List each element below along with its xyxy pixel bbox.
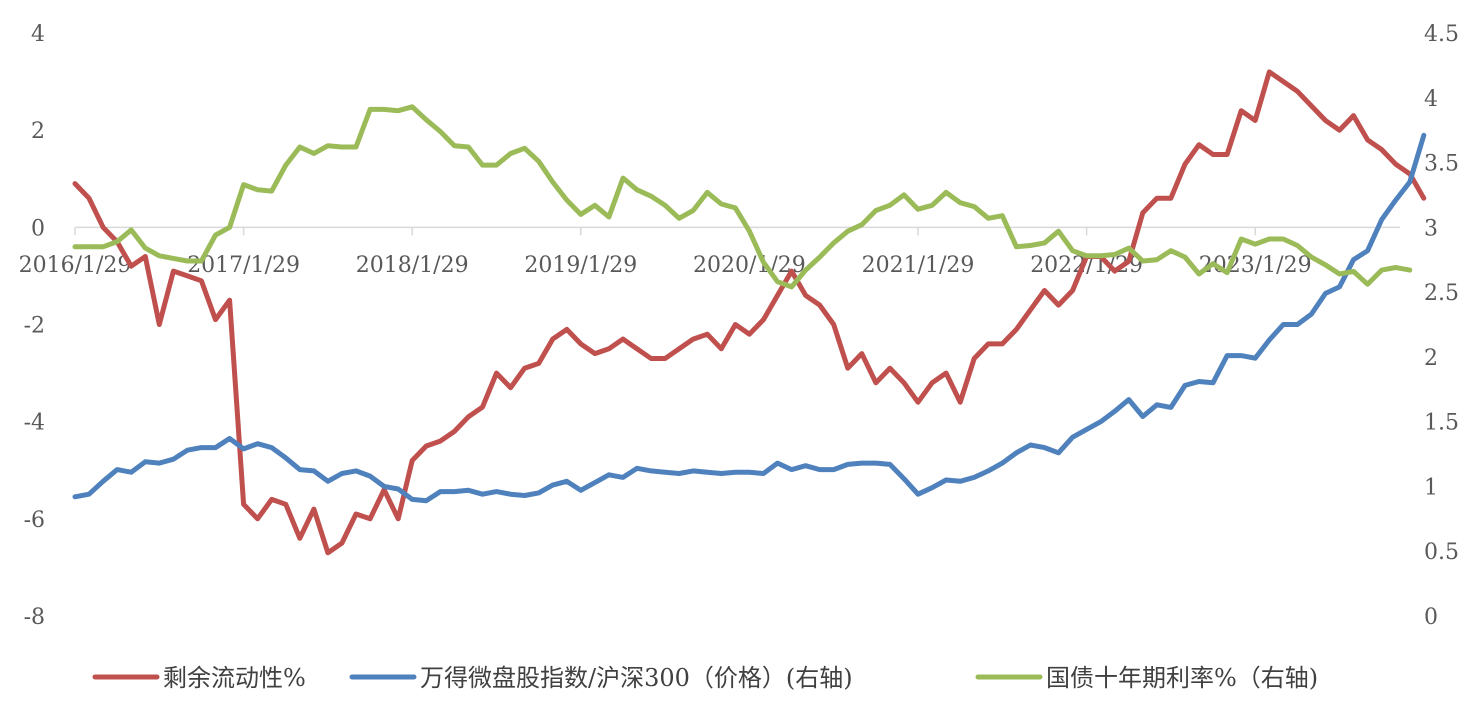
left-axis: 4 2 0 -2 -4 -6 -8 [24, 22, 45, 630]
right-tick-label: 3.5 [1424, 152, 1459, 177]
series-lines [72, 69, 1427, 556]
right-tick-label: 1 [1424, 475, 1438, 500]
x-tick-label: 2016/1/29 [19, 253, 132, 278]
left-tick-label: 2 [31, 119, 45, 144]
right-axis: 4.5 4 3.5 3 2.5 2 1.5 1 0.5 0 [1424, 22, 1459, 630]
left-tick-label: -4 [24, 411, 45, 436]
left-tick-label: -6 [24, 508, 45, 533]
series-line-1 [72, 132, 1427, 504]
right-tick-label: 4 [1424, 87, 1438, 112]
left-tick-label: 4 [31, 22, 45, 47]
left-tick-label: -2 [24, 314, 45, 339]
right-tick-label: 4.5 [1424, 22, 1459, 47]
series-line-0 [72, 69, 1427, 556]
right-tick-label: 3 [1424, 216, 1438, 241]
x-tick-label: 2020/1/29 [693, 253, 806, 278]
right-tick-label: 0.5 [1424, 540, 1459, 565]
right-tick-label: 0 [1424, 605, 1438, 630]
legend: 剩余流动性% 万得微盘股指数/沪深300（价格）(右轴) 国债十年期利率%（右轴) [92, 664, 1318, 692]
right-tick-label: 2 [1424, 346, 1438, 371]
left-tick-label: -8 [24, 605, 45, 630]
legend-label-2: 国债十年期利率%（右轴) [1046, 664, 1318, 692]
right-tick-label: 2.5 [1424, 281, 1459, 306]
x-tick-label: 2021/1/29 [862, 253, 975, 278]
x-tick-label: 2019/1/29 [524, 253, 637, 278]
left-tick-label: 0 [31, 216, 45, 241]
right-tick-label: 1.5 [1424, 411, 1459, 436]
legend-label-0: 剩余流动性% [163, 664, 306, 692]
x-tick-label: 2018/1/29 [356, 253, 469, 278]
series-line-2 [72, 104, 1413, 290]
legend-label-1: 万得微盘股指数/沪深300（价格）(右轴) [420, 664, 853, 692]
